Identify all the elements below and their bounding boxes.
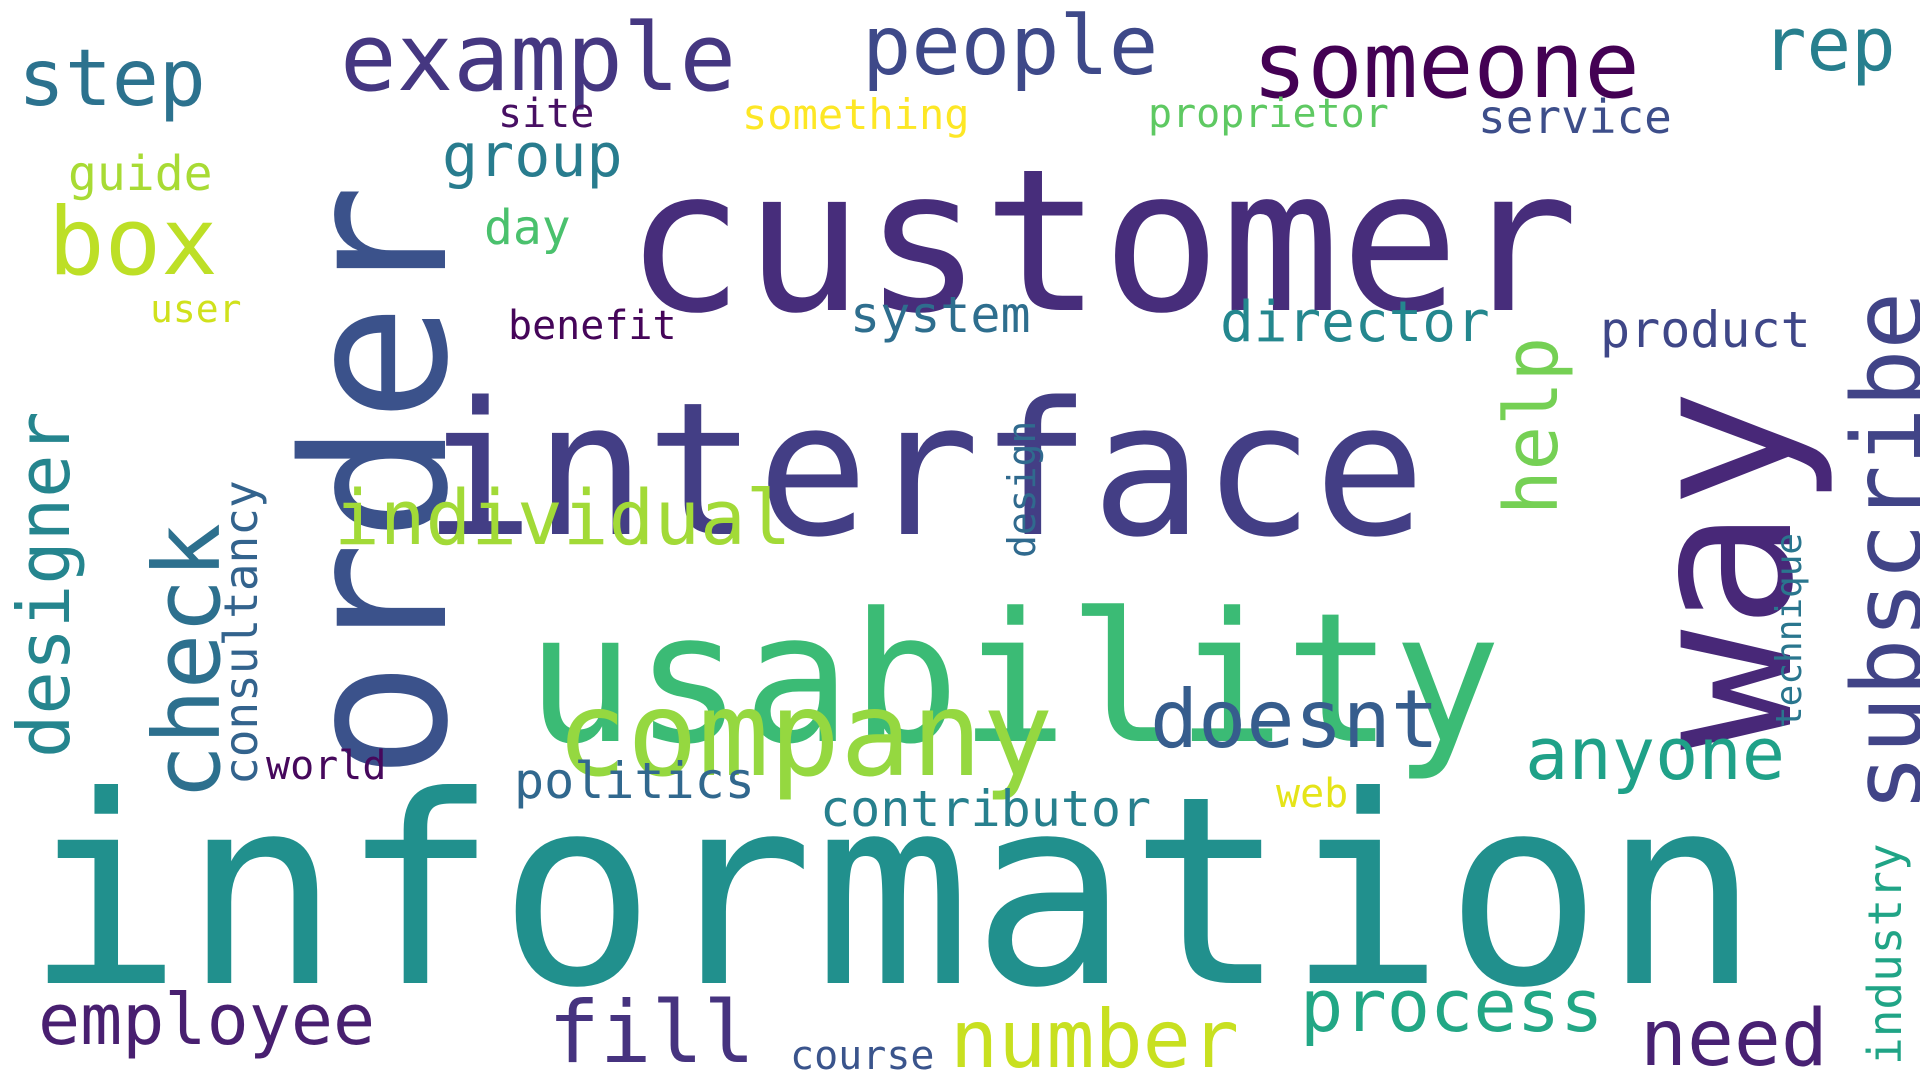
- word-employee: employee: [38, 979, 376, 1061]
- word-number: number: [950, 993, 1239, 1080]
- word-individual: individual: [334, 473, 792, 562]
- word-information: information: [25, 740, 1761, 1045]
- word-example: example: [340, 4, 737, 113]
- word-world: world: [266, 743, 387, 789]
- word-designer: designer: [2, 411, 86, 758]
- word-process: process: [1300, 964, 1604, 1048]
- word-guide: guide: [68, 146, 213, 202]
- word-product: product: [1600, 301, 1811, 359]
- word-need: need: [1640, 994, 1828, 1080]
- word-service: service: [1478, 90, 1672, 144]
- word-company: company: [556, 665, 1054, 803]
- word-step: step: [18, 34, 206, 124]
- word-user: user: [150, 287, 242, 331]
- word-director: director: [1220, 290, 1490, 355]
- word-something: something: [742, 90, 970, 139]
- word-doesnt: doesnt: [1150, 673, 1439, 766]
- word-politics: politics: [514, 752, 755, 810]
- word-rep: rep: [1762, 2, 1896, 88]
- word-industry: industry: [1858, 843, 1912, 1065]
- word-system: system: [850, 286, 1031, 344]
- word-someone: someone: [1252, 12, 1640, 119]
- word-site: site: [498, 91, 595, 137]
- word-box: box: [48, 188, 218, 297]
- word-proprietor: proprietor: [1148, 91, 1389, 137]
- word-fill: fill: [548, 983, 756, 1080]
- word-contributor: contributor: [820, 780, 1152, 838]
- word-course: course: [790, 1033, 935, 1079]
- word-consultancy: consultancy: [214, 480, 268, 785]
- word-usability: usability: [526, 575, 1502, 784]
- word-technique: technique: [1769, 532, 1810, 728]
- word-customer: customer: [625, 126, 1579, 357]
- word-help: help: [1489, 336, 1575, 515]
- word-interface: interface: [423, 362, 1426, 578]
- word-people: people: [862, 0, 1159, 94]
- word-group: group: [442, 121, 623, 191]
- word-design: design: [1000, 420, 1044, 558]
- word-anyone: anyone: [1525, 712, 1786, 796]
- word-subscribe: subscribe: [1832, 291, 1920, 812]
- word-day: day: [484, 200, 571, 256]
- word-benefit: benefit: [508, 303, 677, 349]
- word-web: web: [1276, 771, 1349, 817]
